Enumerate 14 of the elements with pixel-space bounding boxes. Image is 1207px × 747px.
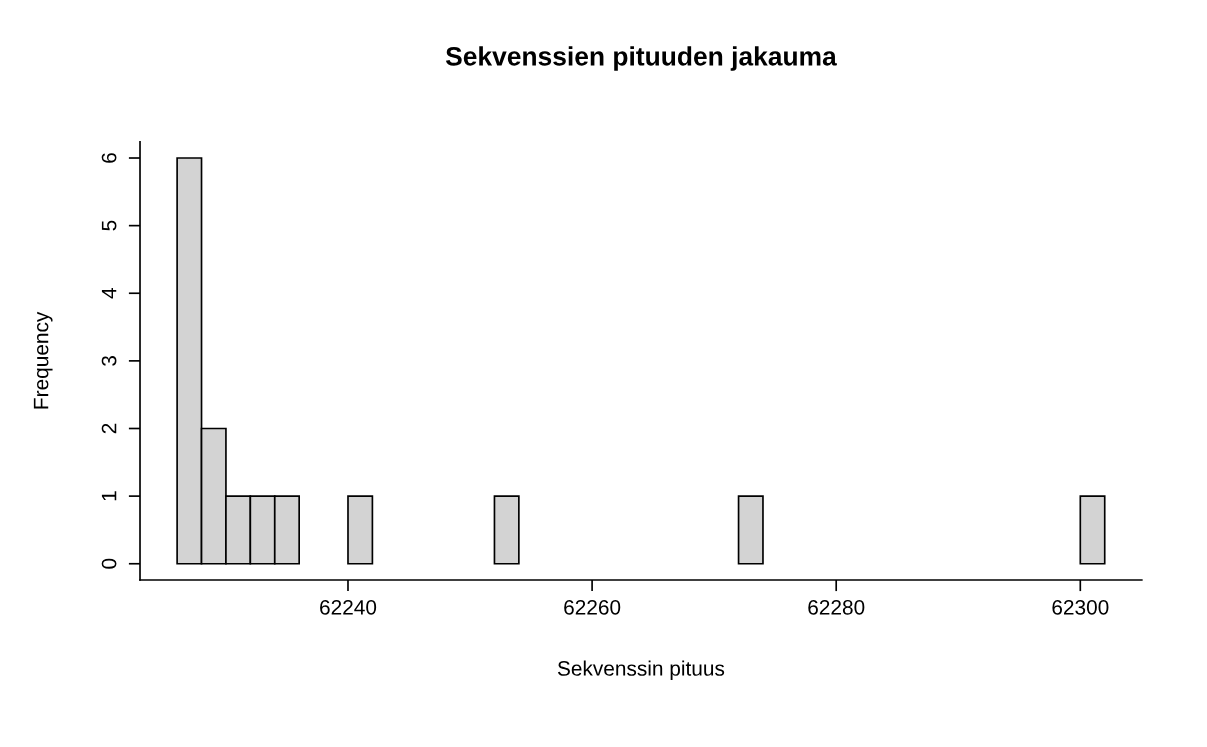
y-tick-label: 3 — [101, 356, 117, 366]
x-tick-label: 62280 — [808, 599, 865, 615]
x-tick-label: 62240 — [320, 599, 377, 615]
x-tick-label: 62260 — [564, 599, 621, 615]
y-axis-title: Frequency — [33, 311, 53, 409]
y-tick-label: 5 — [101, 220, 117, 231]
y-tick-label: 4 — [101, 288, 117, 299]
y-tick-label: 1 — [101, 491, 117, 501]
x-axis-title: Sekvenssin pituus — [557, 660, 725, 680]
y-tick-label: 0 — [101, 558, 117, 569]
y-tick-label: 6 — [101, 153, 117, 163]
y-tick-label: 2 — [101, 423, 117, 434]
x-tick-label: 62300 — [1052, 599, 1109, 615]
chart-title: Sekvenssien pituuden jakauma — [445, 46, 837, 71]
